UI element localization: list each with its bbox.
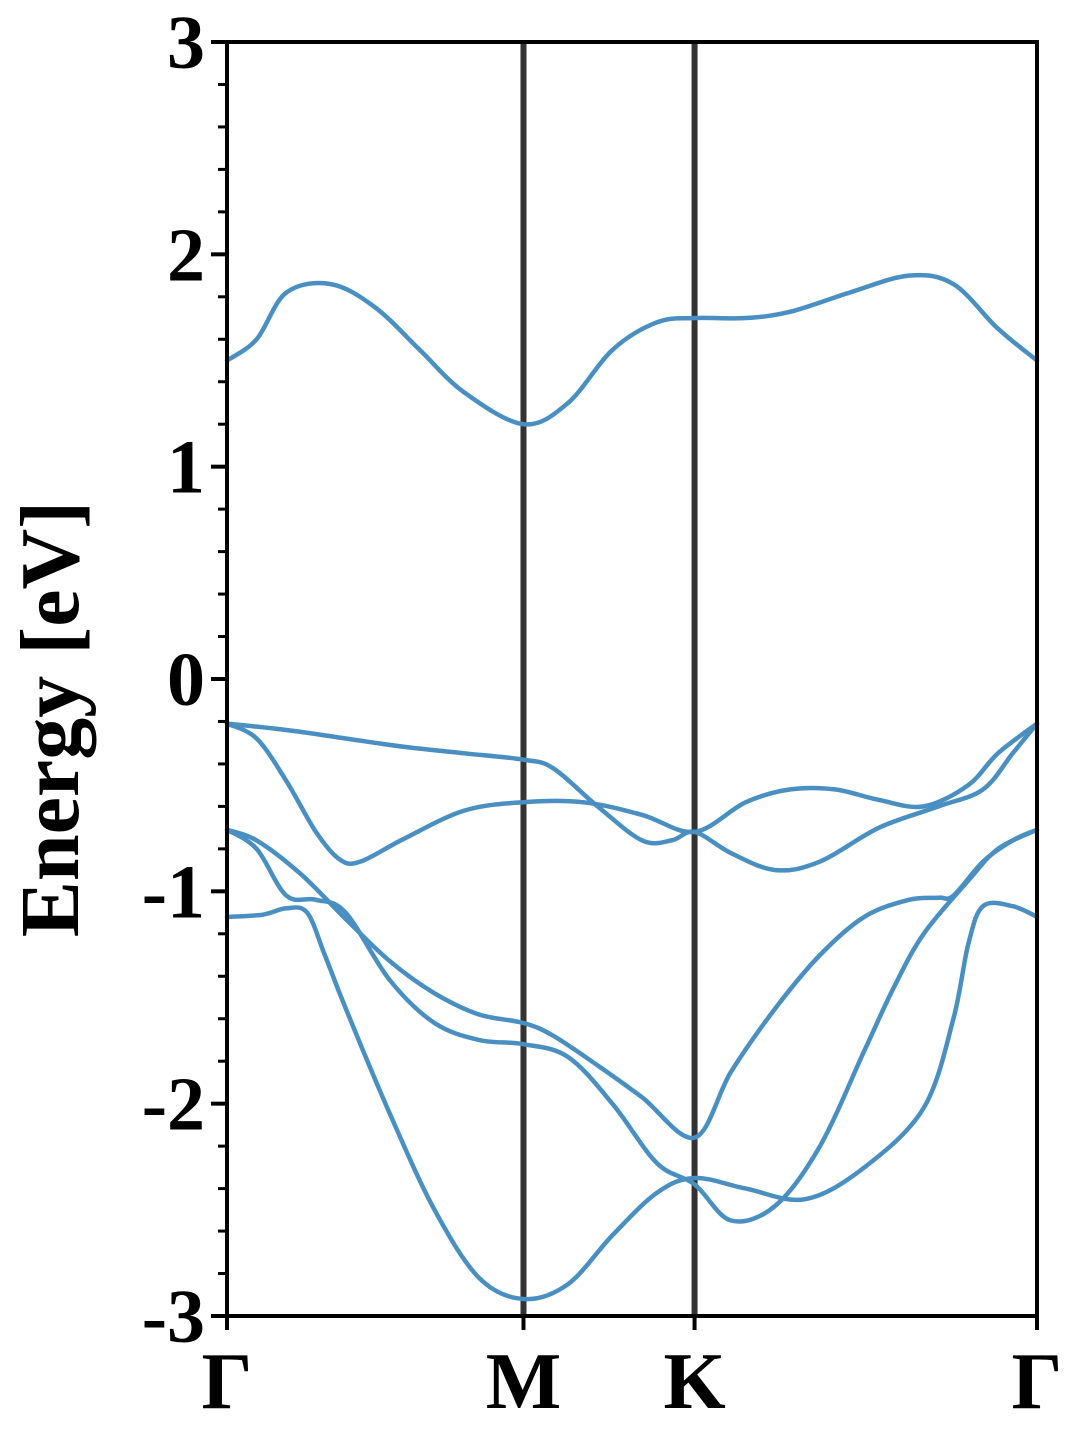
y-tick-label: -1	[142, 850, 205, 934]
y-tick-label: 0	[167, 638, 205, 722]
x-tick-label: M	[486, 1338, 562, 1426]
band-line-1	[224, 272, 1040, 427]
band-line-3	[224, 721, 1040, 867]
high-symmetry-lines	[520, 42, 698, 1316]
band-line-2	[224, 721, 1040, 873]
y-axis-title: Energy [eV]	[4, 501, 97, 937]
y-tick-label: -2	[142, 1063, 205, 1147]
band-line-5	[224, 827, 1040, 1224]
plot-frame	[225, 40, 1039, 1318]
x-tick-label: Γ	[202, 1338, 253, 1426]
y-tick-label: 1	[167, 426, 205, 510]
band-line-4	[224, 900, 1040, 1302]
y-axis-ticks: 3 2 1 0 -1 -2 -3	[142, 1, 227, 1359]
x-tick-label: Γ	[1012, 1338, 1063, 1426]
band-line-6	[224, 827, 1040, 1140]
y-tick-label: -3	[142, 1275, 205, 1359]
x-tick-label: K	[663, 1338, 725, 1426]
y-tick-label: 2	[167, 213, 205, 297]
band-lines	[224, 272, 1040, 1302]
y-tick-label: 3	[167, 1, 205, 85]
